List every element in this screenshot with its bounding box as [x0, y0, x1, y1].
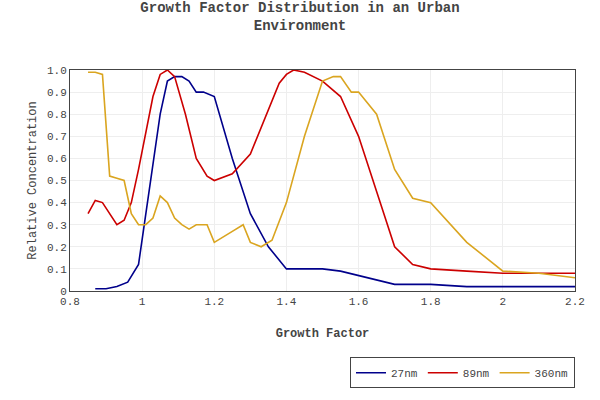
svg-text:Growth Factor Distribution in: Growth Factor Distribution in an UrbanEn…: [140, 0, 459, 34]
svg-text:1.8: 1.8: [421, 296, 441, 308]
svg-text:Relative Concentration: Relative Concentration: [26, 101, 40, 259]
svg-text:1.4: 1.4: [277, 296, 297, 308]
svg-text:0.8: 0.8: [60, 296, 80, 308]
svg-text:0.5: 0.5: [47, 175, 67, 187]
svg-text:2.2: 2.2: [565, 296, 585, 308]
svg-text:89nm: 89nm: [463, 368, 490, 380]
svg-text:0.4: 0.4: [47, 197, 67, 209]
svg-text:1: 1: [139, 296, 146, 308]
svg-text:0.7: 0.7: [47, 131, 67, 143]
svg-text:0.1: 0.1: [47, 264, 67, 276]
svg-text:1.2: 1.2: [204, 296, 224, 308]
svg-text:2: 2: [500, 296, 507, 308]
svg-text:0.3: 0.3: [47, 220, 67, 232]
svg-text:360nm: 360nm: [535, 368, 568, 380]
svg-text:Growth Factor: Growth Factor: [276, 327, 370, 341]
svg-text:1.6: 1.6: [349, 296, 369, 308]
svg-text:0.2: 0.2: [47, 242, 67, 254]
svg-text:0.9: 0.9: [47, 87, 67, 99]
svg-text:27nm: 27nm: [391, 368, 418, 380]
svg-text:0.6: 0.6: [47, 153, 67, 165]
svg-text:0: 0: [60, 286, 67, 298]
svg-text:0.8: 0.8: [47, 109, 67, 121]
svg-text:1.0: 1.0: [47, 65, 67, 77]
